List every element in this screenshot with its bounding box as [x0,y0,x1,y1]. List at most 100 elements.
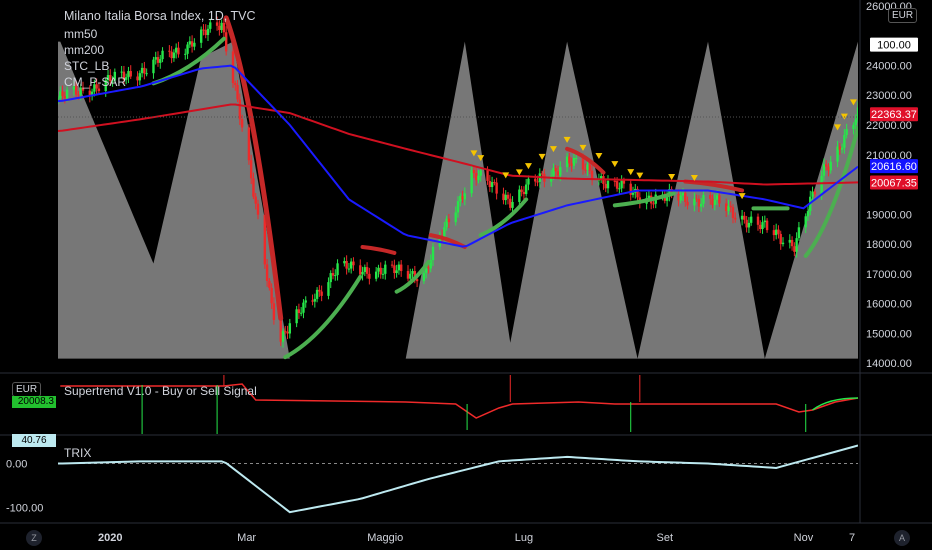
candle [474,167,478,186]
candle [586,159,589,176]
candle [95,78,98,95]
candle [329,270,332,289]
candle [172,49,176,62]
candle [836,140,839,168]
price-tick-label: 22000.00 [866,120,912,132]
currency-badge-main[interactable]: EUR [888,8,918,23]
candle [377,264,380,278]
trix-tick-label: 0.00 [6,459,27,471]
candle [397,261,401,275]
candle [727,199,730,215]
candle [345,255,348,275]
candle [620,175,623,193]
candle [193,38,196,51]
candle [509,193,512,211]
time-axis[interactable]: 2020 Mar Maggio Lug Set Nov 7 [98,532,855,544]
legend-mm200[interactable]: mm200 [64,43,105,57]
candle [347,262,351,273]
candle [252,172,255,200]
price-badge-label: 20067.35 [871,178,917,190]
candle [311,294,314,306]
candle [856,101,858,123]
price-badge-label: 20616.60 [871,161,917,173]
candle [724,198,728,218]
chart-title: Milano Italia Borsa Index, 1D, TVC [64,9,256,23]
candle [106,69,110,85]
price-tick-label: 14000.00 [866,358,912,370]
candle [602,172,605,190]
psar-segment [394,259,431,294]
candle [161,47,164,63]
candle [186,41,189,60]
candle [527,175,530,191]
candle [788,234,792,249]
candle [795,232,798,258]
candle [152,56,155,79]
supertrend-panel[interactable] [60,375,859,434]
candle [359,259,362,278]
candle [845,123,848,139]
signal-triangle [690,174,698,181]
candle [636,186,639,202]
legend-psar[interactable]: CM_P-SAR [64,75,127,89]
candle [331,267,335,280]
candle [174,43,178,59]
candle [781,237,785,247]
time-tick-label: 7 [849,532,855,544]
candle [763,215,767,228]
time-tick-label: Set [657,532,674,544]
trix-panel[interactable] [58,444,858,514]
candle [540,170,544,177]
candle [459,193,462,207]
signal-triangle [579,144,587,151]
candle [81,81,85,94]
candle [222,18,226,39]
price-tick-label: 23000.00 [866,90,912,102]
trix-axis[interactable]: 0.00 -100.00 [6,459,43,515]
candlesticks [58,16,858,348]
candle [506,191,510,205]
candle [490,176,494,193]
price-tick-label: 15000.00 [866,328,912,340]
price-axis[interactable]: 26000.0024000.0023000.0022000.0021000.00… [866,1,918,370]
candle [502,187,505,205]
candle [374,267,378,282]
candle [204,24,207,39]
price-tick-label: 18000.00 [866,239,912,251]
candle [568,152,571,168]
candle [824,160,828,171]
candle [238,93,242,126]
candle [136,71,139,87]
candle [454,206,457,226]
legend-stc[interactable]: STC_LB [64,59,110,73]
signal-triangle [849,99,857,106]
candle [143,61,146,80]
candle [840,143,844,154]
psar-segment [360,245,397,255]
candle [390,260,394,268]
auto-scale-button[interactable]: A [894,530,910,546]
psar-segment [223,15,284,321]
candle [190,35,194,53]
candle [154,51,157,65]
candle [520,185,523,197]
supertrend-label[interactable]: Supertrend V1.0 - Buy or Sell Signal [64,384,257,398]
price-badge [870,175,918,190]
candle [384,260,387,280]
candle [470,165,473,198]
candle [234,80,237,91]
candle [315,287,319,303]
candle [272,297,276,325]
trix-label[interactable]: TRIX [64,446,92,460]
candle [695,194,698,202]
candle [349,258,353,274]
candle [629,179,632,201]
signal-triangle [595,153,603,159]
legend-mm50[interactable]: mm50 [64,27,98,41]
psar-segment [565,146,606,175]
candle [806,206,810,222]
timezone-button[interactable]: Z [26,530,42,546]
currency-badge-supertrend[interactable]: EUR [12,382,42,397]
signal-triangle [668,174,676,181]
